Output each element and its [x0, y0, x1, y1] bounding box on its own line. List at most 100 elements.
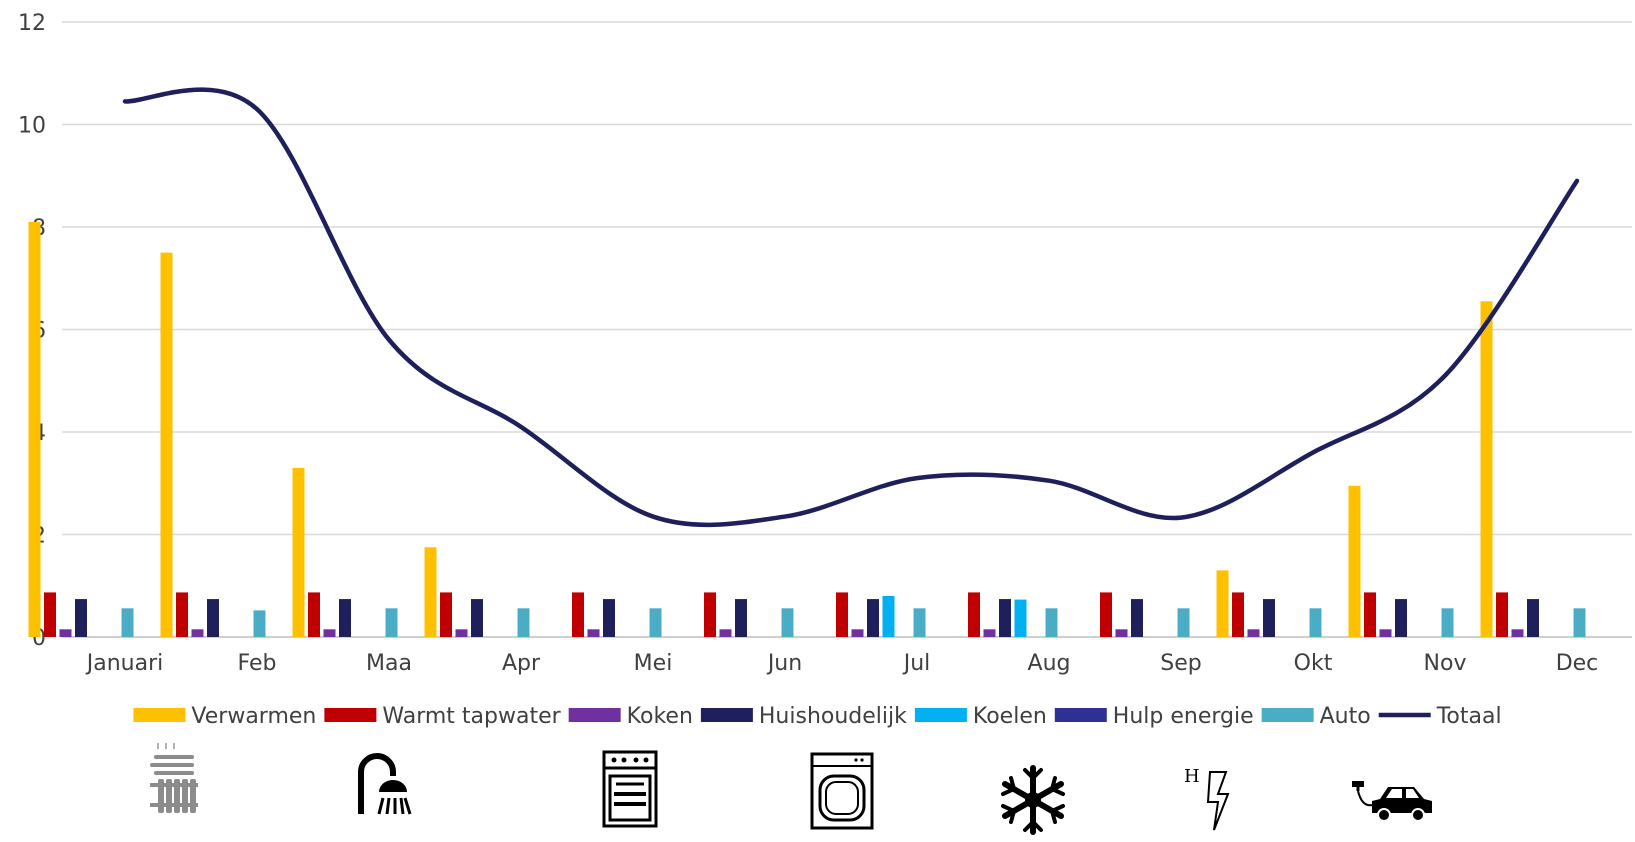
auxiliary-energy-letter: H — [1184, 766, 1200, 787]
bar-warmt-tapwater — [1100, 592, 1112, 637]
legend-swatch — [568, 708, 621, 722]
bar-auto — [1573, 608, 1586, 637]
bar-koken — [455, 629, 468, 637]
x-tick-label: Okt — [1294, 651, 1333, 676]
x-tick-label: Nov — [1424, 651, 1467, 676]
x-axis: Januari Feb Maa Apr Mei Jun Jul Aug Sep Okt Nov Dec — [85, 651, 1599, 676]
bar-koken — [1379, 629, 1392, 637]
bar-verwarmen — [424, 547, 437, 637]
shower-icon — [358, 753, 412, 815]
bar-verwarmen — [1348, 485, 1361, 637]
legend-swatch — [1054, 708, 1107, 722]
x-tick-label: Sep — [1160, 651, 1201, 676]
bar-koken — [983, 629, 996, 637]
bar-warmt-tapwater — [1232, 592, 1244, 637]
bar-verwarmen — [28, 221, 41, 637]
bar-auto — [517, 608, 530, 637]
bar-warmt-tapwater — [836, 592, 848, 637]
bar-verwarmen — [1480, 301, 1493, 637]
bar-verwarmen — [160, 252, 173, 637]
bars — [28, 221, 1586, 637]
electric-car-icon — [1352, 781, 1432, 822]
bar-auto — [649, 608, 662, 637]
bar-auto — [385, 608, 398, 637]
legend-label: Huishoudelijk — [759, 704, 907, 729]
y-tick-label: 10 — [18, 114, 46, 139]
bar-auto — [781, 608, 794, 637]
legend-item-auto: Auto — [1261, 704, 1371, 729]
bar-koken — [323, 629, 336, 637]
radiator-icon — [150, 743, 198, 813]
x-tick-label: Mei — [634, 651, 673, 676]
x-tick-label: Feb — [238, 651, 277, 676]
bar-huishoudelijk — [867, 599, 879, 637]
x-tick-label: Jun — [766, 651, 802, 676]
bar-auto — [1309, 608, 1322, 637]
bar-koken — [719, 629, 732, 637]
bar-koelen — [882, 596, 895, 637]
washing-machine-icon — [810, 752, 874, 830]
legend-item-hulp-energie: Hulp energie — [1054, 704, 1254, 729]
bar-huishoudelijk — [75, 599, 87, 637]
bar-auto — [253, 610, 266, 637]
legend-item-koken: Koken — [568, 704, 693, 729]
legend-item-totaal: Totaal — [1378, 704, 1502, 729]
bar-warmt-tapwater — [572, 592, 584, 637]
x-tick-label: Dec — [1556, 651, 1599, 676]
legend-item-verwarmen: Verwarmen — [133, 704, 316, 729]
bar-auto — [1441, 608, 1454, 637]
x-tick-label: Jul — [902, 651, 931, 676]
legend-swatch — [324, 708, 377, 722]
legend-label: Koken — [627, 704, 693, 729]
legend-label: Koelen — [973, 704, 1047, 729]
legend: Verwarmen Warmt tapwater Koken Huishoudelij… — [133, 704, 1502, 729]
gridlines — [62, 21, 1632, 638]
bar-koken — [587, 629, 600, 637]
legend-swatch — [1261, 708, 1314, 722]
bar-huishoudelijk — [1527, 599, 1539, 637]
bar-huishoudelijk — [339, 599, 351, 637]
bar-huishoudelijk — [1263, 599, 1275, 637]
legend-label: Auto — [1320, 704, 1371, 729]
bar-koken — [59, 629, 72, 637]
icon-row: H — [150, 743, 1432, 835]
snowflake-icon — [1001, 765, 1065, 835]
legend-swatch — [914, 708, 967, 722]
bar-huishoudelijk — [999, 599, 1011, 637]
legend-item-huishoudelijk: Huishoudelijk — [700, 704, 907, 729]
bar-auto — [1177, 608, 1190, 637]
x-tick-label: Aug — [1028, 651, 1071, 676]
legend-label: Totaal — [1436, 704, 1502, 729]
legend-label: Hulp energie — [1113, 704, 1254, 729]
bar-warmt-tapwater — [440, 592, 452, 637]
x-tick-label: Maa — [366, 651, 412, 676]
bar-auto — [1045, 608, 1058, 637]
legend-swatch — [700, 708, 753, 722]
bar-huishoudelijk — [603, 599, 615, 637]
bar-warmt-tapwater — [1364, 592, 1376, 637]
bar-verwarmen — [292, 467, 305, 637]
bar-koken — [851, 629, 864, 637]
bar-warmt-tapwater — [968, 592, 980, 637]
bar-koken — [1511, 629, 1524, 637]
total-line — [122, 87, 1580, 528]
bar-koelen — [1014, 599, 1027, 637]
line-totaal — [122, 87, 1580, 528]
bar-warmt-tapwater — [704, 592, 716, 637]
x-tick-label: Januari — [85, 651, 164, 676]
bar-warmt-tapwater — [1496, 592, 1508, 637]
bar-warmt-tapwater — [176, 592, 188, 637]
bar-huishoudelijk — [207, 599, 219, 637]
bar-auto — [121, 608, 134, 637]
legend-item-warmt-tapwater: Warmt tapwater — [324, 704, 562, 729]
x-tick-label: Apr — [502, 651, 541, 676]
bar-huishoudelijk — [1131, 599, 1143, 637]
bar-warmt-tapwater — [308, 592, 320, 637]
auxiliary-energy-icon: H — [1184, 766, 1230, 831]
bar-huishoudelijk — [735, 599, 747, 637]
bar-verwarmen — [1216, 570, 1229, 637]
stove-icon — [602, 750, 658, 828]
bar-huishoudelijk — [471, 599, 483, 637]
legend-swatch — [133, 708, 186, 722]
